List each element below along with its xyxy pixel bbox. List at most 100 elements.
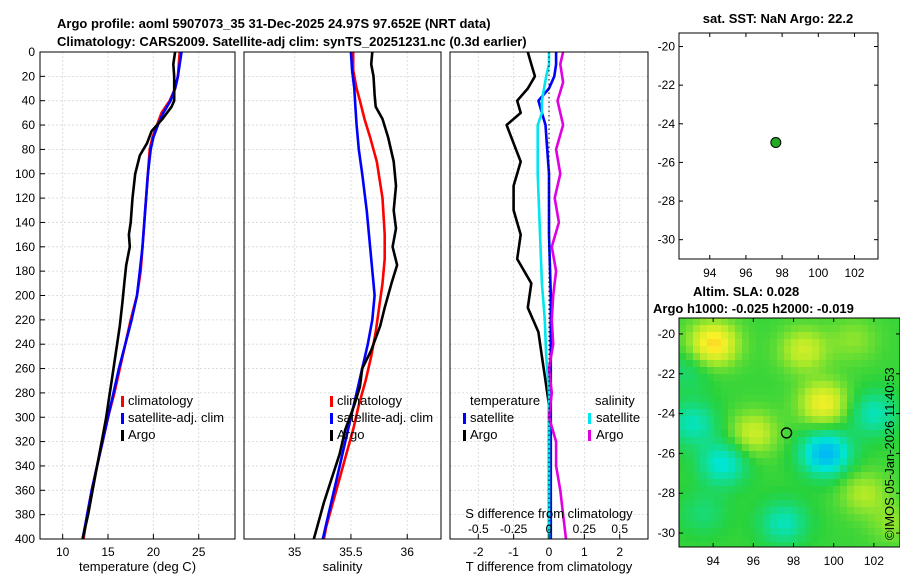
sla-heatmap-cell <box>847 514 854 521</box>
sla-heatmap-cell <box>826 528 833 535</box>
sla-heatmap-cell <box>833 507 840 514</box>
sla-heatmap-cell <box>707 444 714 451</box>
sla-heatmap-cell <box>889 521 896 528</box>
sla-heatmap-cell <box>721 353 728 360</box>
sla-heatmap-cell <box>819 353 826 360</box>
sla-heatmap-cell <box>805 500 812 507</box>
sla-heatmap-cell <box>875 486 882 493</box>
legend-swatch <box>588 413 591 424</box>
x-tick-label: 10 <box>56 545 70 559</box>
sla-heatmap-cell <box>763 507 770 514</box>
sla-heatmap-cell <box>777 318 784 325</box>
sla-heatmap-cell <box>847 402 854 409</box>
sla-heatmap-cell <box>735 339 742 346</box>
sla-heatmap-cell <box>861 493 868 500</box>
sla-heatmap-cell <box>826 535 833 542</box>
sla-heatmap-cell <box>763 500 770 507</box>
sla-heatmap-cell <box>882 353 889 360</box>
sla-heatmap-cell <box>847 367 854 374</box>
sla-heatmap-cell <box>763 493 770 500</box>
sla-heatmap-cell <box>679 423 686 430</box>
sla-heatmap-cell <box>735 465 742 472</box>
sla-heatmap-cell <box>742 402 749 409</box>
sla-heatmap-cell <box>854 486 861 493</box>
sla-heatmap-cell <box>889 423 896 430</box>
sla-heatmap-cell <box>847 353 854 360</box>
sla-heatmap-cell <box>875 444 882 451</box>
legend-entry: Argo <box>470 427 497 442</box>
sla-heatmap-cell <box>700 367 707 374</box>
sla-heatmap-cell <box>896 423 900 430</box>
sla-heatmap-cell <box>882 325 889 332</box>
sla-heatmap-cell <box>854 430 861 437</box>
sla-heatmap-cell <box>840 507 847 514</box>
sla-heatmap-cell <box>742 360 749 367</box>
sla-heatmap-cell <box>812 437 819 444</box>
sla-heatmap-cell <box>805 521 812 528</box>
sla-heatmap-cell <box>742 486 749 493</box>
sla-heatmap-cell <box>854 381 861 388</box>
sla-heatmap-cell <box>756 444 763 451</box>
sla-heatmap-cell <box>812 451 819 458</box>
x-tick-label: 0 <box>546 545 553 559</box>
sla-heatmap-cell <box>833 458 840 465</box>
sla-heatmap-cell <box>798 332 805 339</box>
sla-heatmap-cell <box>882 458 889 465</box>
x-tick-label: 98 <box>787 554 801 568</box>
sla-heatmap-cell <box>679 318 686 325</box>
sla-heatmap-cell <box>728 444 735 451</box>
sla-heatmap-cell <box>714 507 721 514</box>
sla-heatmap-cell <box>875 402 882 409</box>
sla-heatmap-cell <box>700 507 707 514</box>
sla-heatmap-cell <box>770 458 777 465</box>
sla-heatmap-cell <box>749 437 756 444</box>
sla-heatmap-cell <box>868 360 875 367</box>
sla-heatmap-cell <box>728 542 735 547</box>
sla-heatmap-cell <box>889 451 896 458</box>
sla-heatmap-cell <box>728 493 735 500</box>
sla-heatmap-cell <box>882 528 889 535</box>
sla-heatmap-cell <box>833 444 840 451</box>
sla-heatmap-cell <box>728 479 735 486</box>
sla-heatmap-cell <box>686 528 693 535</box>
sla-heatmap-cell <box>875 521 882 528</box>
sla-heatmap-cell <box>777 423 784 430</box>
sla-heatmap-cell <box>749 332 756 339</box>
sla-heatmap-cell <box>770 493 777 500</box>
y-tick-label: -24 <box>658 117 676 131</box>
sla-heatmap-cell <box>819 444 826 451</box>
sla-heatmap-cell <box>826 332 833 339</box>
sla-heatmap-cell <box>868 507 875 514</box>
sla-heatmap-cell <box>749 465 756 472</box>
sla-heatmap-cell <box>791 402 798 409</box>
sla-heatmap-cell <box>791 437 798 444</box>
sla-heatmap-cell <box>896 521 900 528</box>
sla-heatmap-cell <box>812 535 819 542</box>
sla-heatmap-cell <box>812 402 819 409</box>
sla-heatmap-cell <box>896 339 900 346</box>
sla-heatmap-cell <box>847 507 854 514</box>
sla-heatmap-cell <box>700 514 707 521</box>
sla-heatmap-cell <box>798 493 805 500</box>
sla-heatmap-cell <box>833 451 840 458</box>
sla-heatmap-cell <box>798 367 805 374</box>
sla-heatmap-cell <box>826 465 833 472</box>
sla-heatmap-cell <box>679 444 686 451</box>
sla-heatmap-cell <box>805 346 812 353</box>
legend-entry: satellite <box>596 410 640 425</box>
sla-heatmap-cell <box>889 416 896 423</box>
sla-heatmap-cell <box>728 318 735 325</box>
sla-heatmap-cell <box>679 416 686 423</box>
sla-heatmap-cell <box>840 416 847 423</box>
x-tick-label: -2 <box>473 545 484 559</box>
sla-heatmap-cell <box>707 402 714 409</box>
sla-heatmap-cell <box>777 325 784 332</box>
sla-heatmap-cell <box>700 500 707 507</box>
sla-heatmap-cell <box>735 360 742 367</box>
sla-heatmap-cell <box>707 451 714 458</box>
sla-heatmap-cell <box>826 437 833 444</box>
sla-heatmap-cell <box>826 318 833 325</box>
sla-heatmap-cell <box>889 486 896 493</box>
sla-heatmap-cell <box>679 395 686 402</box>
sla-heatmap-cell <box>854 360 861 367</box>
